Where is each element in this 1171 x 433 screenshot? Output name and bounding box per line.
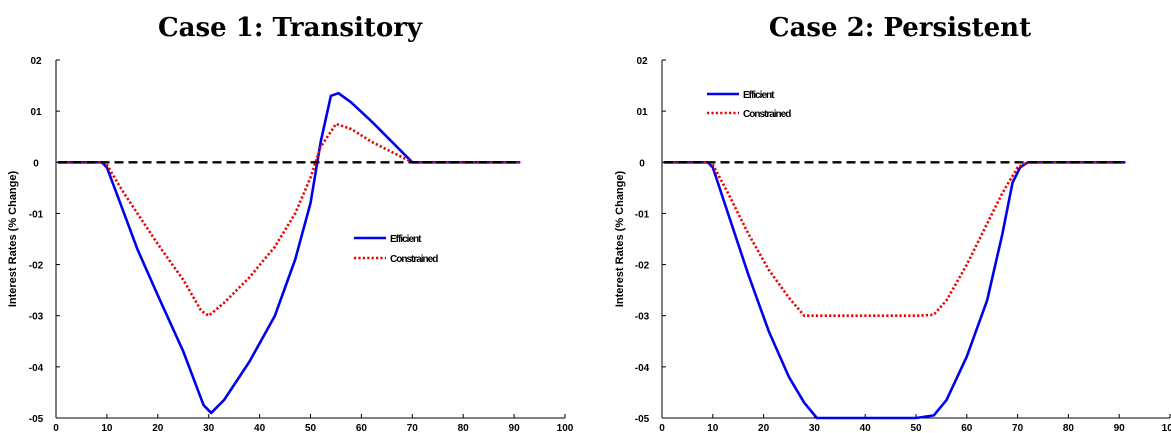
- x-tick-label: 80: [458, 423, 470, 433]
- legend: Efficient Constrained: [354, 234, 439, 265]
- y-tick-label: 0: [33, 158, 39, 169]
- chart-panel-2: Case 2: Persistent Interest Rates (% Chan…: [614, 13, 1171, 433]
- x-tick-label: 60: [356, 423, 368, 433]
- y-tick-label: 02: [30, 56, 42, 67]
- y-tick-label: 02: [636, 56, 648, 67]
- x-tick-label: 20: [152, 423, 164, 433]
- y-tick-label: -02: [29, 261, 44, 272]
- x-tick-label: 70: [1012, 423, 1024, 433]
- y-tick-label: -02: [635, 261, 650, 272]
- x-tick-label: 80: [1063, 423, 1075, 433]
- x-tick-label: 50: [305, 423, 317, 433]
- x-tick-label: 40: [254, 423, 266, 433]
- x-tick-label: 60: [961, 423, 973, 433]
- y-tick-label: 0: [639, 158, 645, 169]
- y-tick-label: -03: [635, 312, 650, 323]
- y-tick-label: -05: [29, 414, 44, 425]
- y-tick-label: -01: [29, 209, 44, 220]
- x-tick-label: 50: [910, 423, 922, 433]
- chart-panel-1: Case 1: Transitory Interest Rates (% Chan…: [7, 13, 574, 433]
- legend-label-efficient: Efficient: [743, 90, 775, 101]
- series-line-constrained: [664, 161, 1125, 317]
- x-tick-label: 30: [203, 423, 215, 433]
- x-tick-label: 100: [557, 423, 574, 433]
- series-line-constrained: [58, 122, 520, 317]
- chart-title: Case 1: Transitory: [158, 13, 423, 43]
- legend-label-efficient: Efficient: [390, 234, 422, 245]
- x-tick-label: 0: [659, 423, 665, 433]
- x-tick-label: 30: [809, 423, 821, 433]
- x-tick-label: 40: [860, 423, 872, 433]
- x-tick-label: 10: [707, 423, 719, 433]
- series-line-efficient: [57, 91, 521, 415]
- y-tick-label: -01: [635, 209, 650, 220]
- y-tick-label: 01: [636, 107, 648, 118]
- x-tick-label: 20: [758, 423, 770, 433]
- x-tick-label: 90: [1114, 423, 1126, 433]
- legend: Efficient Constrained: [707, 90, 792, 120]
- y-axis-label: Interest Rates (% Change): [614, 171, 626, 308]
- y-tick-label: 01: [30, 107, 42, 118]
- y-tick-label: -05: [635, 414, 650, 425]
- series-line-efficient: [663, 161, 1126, 420]
- chart-title: Case 2: Persistent: [769, 13, 1031, 43]
- x-tick-label: 100: [1162, 423, 1171, 433]
- x-tick-label: 10: [101, 423, 113, 433]
- y-axis-label: Interest Rates (% Change): [7, 171, 19, 308]
- legend-label-constrained: Constrained: [743, 109, 791, 120]
- x-tick-label: 0: [53, 423, 59, 433]
- legend-label-constrained: Constrained: [390, 254, 438, 265]
- y-tick-label: -03: [29, 312, 44, 323]
- y-tick-label: -04: [635, 363, 650, 374]
- y-tick-label: -04: [29, 363, 44, 374]
- x-tick-label: 70: [407, 423, 419, 433]
- x-tick-label: 90: [509, 423, 521, 433]
